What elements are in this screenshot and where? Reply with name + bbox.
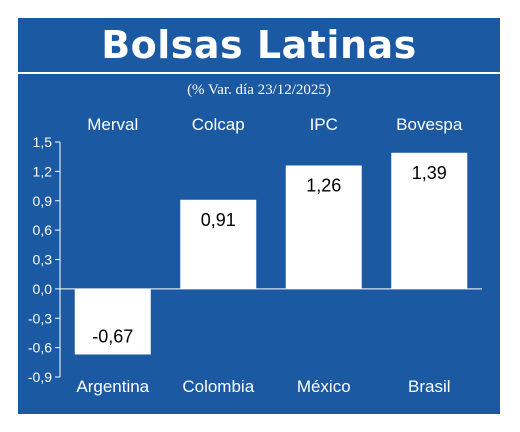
- index-label: Bovespa: [396, 115, 463, 134]
- index-label: IPC: [310, 115, 338, 134]
- bar-value-label: 1,39: [412, 163, 447, 183]
- bar: [180, 199, 257, 289]
- y-tick-label: 0,9: [33, 193, 53, 209]
- index-label: Merval: [87, 115, 138, 134]
- chart-subtitle: (% Var. día 23/12/2025): [187, 82, 331, 98]
- chart-title: Bolsas Latinas: [101, 23, 417, 67]
- title-band: Bolsas Latinas: [18, 18, 500, 74]
- y-tick-label: -0,3: [28, 310, 52, 326]
- y-tick-label: -0,6: [28, 340, 52, 356]
- y-tick-label: -0,9: [28, 369, 52, 385]
- bar-value-label: -0,67: [92, 326, 133, 346]
- category-label: México: [297, 377, 351, 396]
- y-tick-label: 0,3: [33, 252, 53, 268]
- y-tick-label: 0,0: [33, 281, 53, 297]
- bar: [285, 165, 362, 289]
- category-label: Colombia: [182, 377, 254, 396]
- category-label: Argentina: [76, 377, 149, 396]
- bar-value-label: 0,91: [201, 210, 236, 230]
- y-tick-label: 0,6: [33, 222, 53, 238]
- index-label: Colcap: [192, 115, 245, 134]
- bar-value-label: 1,26: [306, 176, 341, 196]
- y-tick-label: 1,2: [33, 163, 53, 179]
- y-tick-label: 1,5: [33, 134, 53, 150]
- bar: [391, 152, 468, 289]
- category-label: Brasil: [408, 377, 451, 396]
- bar: [74, 288, 151, 355]
